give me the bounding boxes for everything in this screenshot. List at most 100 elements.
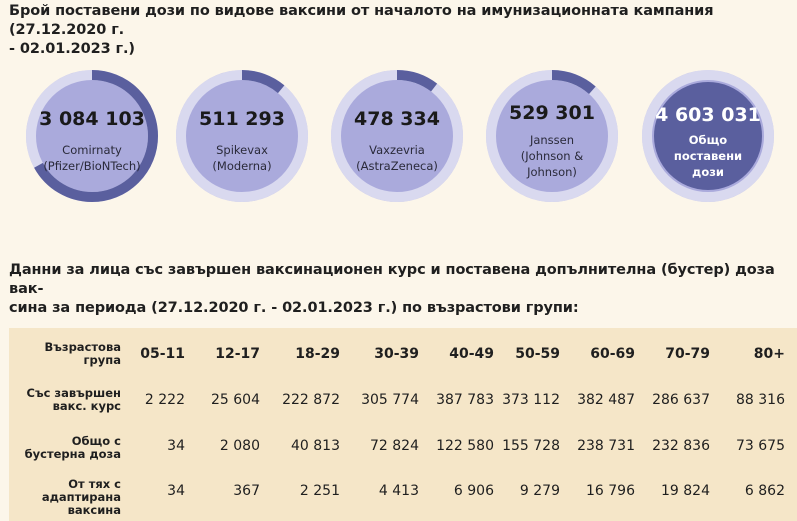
age-groups-heading: Данни за лица със завършен ваксинационен… — [9, 261, 789, 318]
donut-label-line: (Moderna) — [212, 159, 272, 173]
table-cell: 73 675 — [736, 438, 785, 454]
age-group-header: 18-29 — [295, 346, 340, 362]
table-cell: 367 — [233, 483, 260, 499]
table-cell: 122 580 — [436, 438, 494, 454]
donut-label-line: Comirnaty — [62, 143, 122, 157]
age-group-header: 80+ — [753, 346, 785, 362]
donut-label-line: (AstraZeneca) — [356, 159, 438, 173]
donut-arc — [331, 70, 463, 202]
table-cell: 286 637 — [652, 392, 710, 408]
table-cell: 34 — [167, 438, 185, 454]
donut-label-line: дози — [692, 165, 724, 179]
doses-heading: Брой поставени дози по видове ваксини от… — [9, 2, 789, 59]
vaccine-donuts: 3 084 103 Comirnaty (Pfizer/BioNTech) 51… — [0, 62, 797, 212]
donut-arc — [486, 70, 618, 202]
row-label-line: бустерна доза — [24, 447, 121, 461]
table-cell: 40 813 — [291, 438, 340, 454]
age-group-header: 40-49 — [449, 346, 494, 362]
table-cell: 387 783 — [436, 392, 494, 408]
donut-comirnaty-chart — [26, 70, 158, 202]
age-group-header: 50-59 — [515, 346, 560, 362]
donut-vaxzevria-count: 478 334 — [354, 108, 440, 130]
donut-track — [642, 70, 774, 202]
header-label-line: Възрастова — [44, 340, 121, 354]
row-label-line: вакс. курс — [52, 399, 121, 413]
donut-comirnaty-label: Comirnaty (Pfizer/BioNTech) — [32, 142, 152, 174]
table-row: От тях с адаптирана ваксина 34 367 2 251… — [9, 477, 797, 521]
donut-center — [654, 82, 762, 190]
table-cell: 72 824 — [370, 438, 419, 454]
row-label-line: Със завършен — [26, 386, 121, 400]
donut-spikevax-chart — [176, 70, 308, 202]
donut-total-count: 4 603 031 — [655, 104, 761, 126]
table-cell: 373 112 — [502, 392, 560, 408]
row-label-line: От тях с — [68, 477, 121, 491]
age-group-header: 70-79 — [665, 346, 710, 362]
table-header-label: Възрастова група — [9, 341, 121, 367]
age-group-header: 30-39 — [374, 346, 419, 362]
donut-janssen: 529 301 Janssen (Johnson & Johnson) — [484, 68, 620, 204]
table-cell: 2 222 — [144, 392, 185, 408]
donut-arc — [26, 70, 158, 202]
row-label-line: адаптирана — [41, 490, 121, 504]
donut-label-line: (Johnson & — [520, 149, 584, 163]
donut-janssen-chart — [486, 70, 618, 202]
donut-vaxzevria-chart — [331, 70, 463, 202]
donut-label-line: Johnson) — [527, 165, 577, 179]
age-groups-table: Възрастова група 05-11 12-17 18-29 30-39… — [9, 328, 797, 521]
age-heading-line2: сина за периода (27.12.2020 г. - 02.01.2… — [9, 300, 579, 316]
doses-heading-line2: - 02.01.2023 г.) — [9, 41, 135, 57]
row-label-line: Общо с — [71, 434, 121, 448]
donut-janssen-count: 529 301 — [509, 102, 595, 124]
donut-label-line: Общо — [688, 133, 728, 147]
age-group-header: 05-11 — [140, 346, 185, 362]
donut-total-label: Общо поставени дози — [648, 132, 768, 180]
table-cell: 2 251 — [299, 483, 340, 499]
row-label: От тях с адаптирана ваксина — [9, 478, 121, 517]
donut-label-line: Spikevax — [216, 143, 268, 157]
table-row: Общо с бустерна доза 34 2 080 40 813 72 … — [9, 434, 797, 474]
donut-disc — [331, 70, 463, 202]
donut-spikevax-label: Spikevax (Moderna) — [182, 142, 302, 174]
table-cell: 6 862 — [744, 483, 785, 499]
donut-comirnaty: 3 084 103 Comirnaty (Pfizer/BioNTech) — [24, 68, 160, 204]
donut-total-chart — [642, 70, 774, 202]
age-heading-line1: Данни за лица със завършен ваксинационен… — [9, 262, 775, 297]
table-cell: 155 728 — [502, 438, 560, 454]
donut-disc — [176, 70, 308, 202]
donut-total: 4 603 031 Общо поставени дози — [640, 68, 776, 204]
row-label-line: ваксина — [67, 503, 121, 517]
row-label: Със завършен вакс. курс — [9, 387, 121, 413]
table-row: Със завършен вакс. курс 2 222 25 604 222… — [9, 386, 797, 426]
table-cell: 34 — [167, 483, 185, 499]
table-cell: 25 604 — [211, 392, 260, 408]
donut-disc — [26, 70, 158, 202]
donut-comirnaty-count: 3 084 103 — [39, 108, 145, 130]
donut-spikevax-count: 511 293 — [199, 108, 285, 130]
donut-label-line: поставени — [673, 149, 743, 163]
age-group-header: 60-69 — [590, 346, 635, 362]
donut-janssen-label: Janssen (Johnson & Johnson) — [492, 132, 612, 180]
donut-arc — [176, 70, 308, 202]
table-header-row: Възрастова група 05-11 12-17 18-29 30-39… — [9, 340, 797, 380]
donut-vaxzevria-label: Vaxzevria (AstraZeneca) — [337, 142, 457, 174]
age-group-header: 12-17 — [215, 346, 260, 362]
table-cell: 6 906 — [453, 483, 494, 499]
table-cell: 238 731 — [577, 438, 635, 454]
donut-vaxzevria: 478 334 Vaxzevria (AstraZeneca) — [329, 68, 465, 204]
table-cell: 16 796 — [586, 483, 635, 499]
donut-spikevax: 511 293 Spikevax (Moderna) — [174, 68, 310, 204]
table-cell: 222 872 — [282, 392, 340, 408]
row-label: Общо с бустерна доза — [9, 435, 121, 461]
table-cell: 9 279 — [519, 483, 560, 499]
doses-heading-line1: Брой поставени дози по видове ваксини от… — [9, 3, 714, 38]
donut-disc — [486, 70, 618, 202]
table-cell: 19 824 — [661, 483, 710, 499]
table-cell: 88 316 — [736, 392, 785, 408]
donut-label-line: Janssen — [529, 133, 575, 147]
table-cell: 382 487 — [577, 392, 635, 408]
table-cell: 305 774 — [361, 392, 419, 408]
header-label-line: група — [83, 353, 121, 367]
table-cell: 4 413 — [378, 483, 419, 499]
donut-label-line: Vaxzevria — [369, 143, 425, 157]
